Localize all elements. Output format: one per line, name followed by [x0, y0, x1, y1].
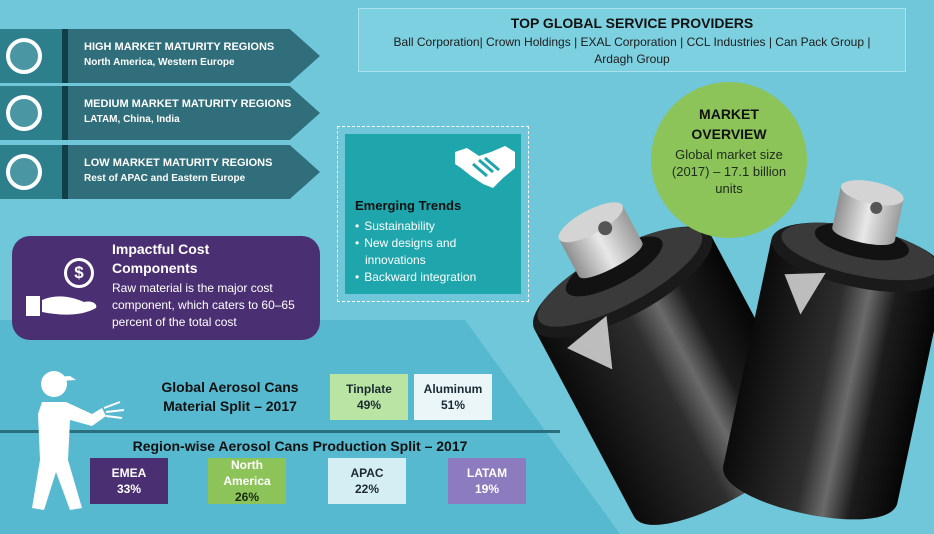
- aerosol-cans-image: [532, 180, 934, 525]
- region-tile-apac: APAC 22%: [328, 458, 406, 504]
- maturity-title: MEDIUM MARKET MATURITY REGIONS: [84, 98, 292, 110]
- region-tile-latam: LATAM 19%: [448, 458, 526, 504]
- handshake-icon: [455, 146, 515, 188]
- trends-list: Sustainability New designs and innovatio…: [355, 218, 505, 286]
- maturity-regions: LATAM, China, India: [84, 114, 180, 125]
- trends-panel: Emerging Trends Sustainability New desig…: [345, 134, 521, 294]
- ring-icon: [6, 95, 42, 131]
- region-split-title: Region-wise Aerosol Cans Production Spli…: [132, 438, 468, 454]
- trends-title: Emerging Trends: [355, 198, 462, 213]
- material-tile-tinplate: Tinplate 49%: [330, 374, 408, 420]
- hand-icon: [26, 296, 97, 316]
- ring-icon: [6, 38, 42, 74]
- maturity-title: HIGH MARKET MATURITY REGIONS: [84, 41, 275, 53]
- cost-title: Impactful Cost Components: [112, 241, 210, 276]
- worker-spraying-icon: [32, 371, 125, 510]
- material-split-title: Global Aerosol Cans Material Split – 201…: [161, 379, 299, 414]
- overview-text: Global market size (2017) – 17.1 billion…: [671, 147, 787, 196]
- providers-title: TOP GLOBAL SERVICE PROVIDERS: [510, 15, 754, 31]
- maturity-regions: North America, Western Europe: [84, 57, 235, 68]
- trend-item: New designs and innovations: [355, 235, 505, 269]
- providers-panel: TOP GLOBAL SERVICE PROVIDERS Ball Corpor…: [358, 8, 906, 72]
- band-divider: [0, 430, 560, 433]
- market-overview-circle: MARKET OVERVIEW Global market size (2017…: [651, 82, 807, 238]
- overview-title: MARKET OVERVIEW: [691, 106, 767, 142]
- region-tile-north-america: North America 26%: [208, 458, 286, 504]
- dollar-icon: $: [64, 258, 94, 288]
- trend-item: Backward integration: [355, 269, 505, 286]
- trend-item: Sustainability: [355, 218, 505, 235]
- trends-outline: [337, 126, 529, 302]
- maturity-row-medium: MEDIUM MARKET MATURITY REGIONS LATAM, Ch…: [0, 86, 320, 140]
- maturity-row-high: HIGH MARKET MATURITY REGIONS North Ameri…: [0, 29, 320, 83]
- cost-panel: $ Impactful Cost Components Raw material…: [12, 236, 320, 340]
- maturity-regions: Rest of APAC and Eastern Europe: [84, 173, 246, 184]
- region-tile-emea: EMEA 33%: [90, 458, 168, 504]
- maturity-row-low: LOW MARKET MATURITY REGIONS Rest of APAC…: [0, 145, 320, 199]
- maturity-title: LOW MARKET MATURITY REGIONS: [84, 157, 273, 169]
- material-tile-aluminum: Aluminum 51%: [414, 374, 492, 420]
- cost-text: Raw material is the major cost component…: [112, 281, 295, 329]
- ring-icon: [6, 154, 42, 190]
- providers-list: Ball Corporation| Crown Holdings | EXAL …: [393, 35, 871, 66]
